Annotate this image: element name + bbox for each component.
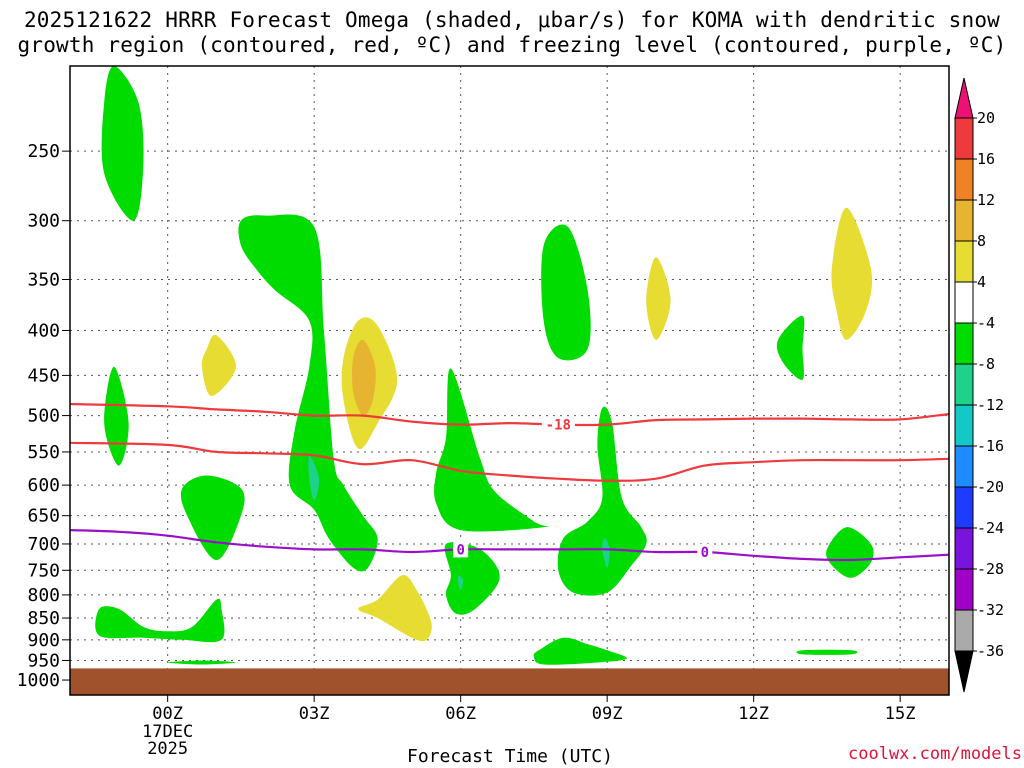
- plot-frame: [69, 65, 950, 696]
- colorbar-label-9: -20: [977, 478, 1004, 496]
- omega-region-21: [646, 257, 671, 340]
- colorbar: 20 16 12 8 4 -4 -8 -12 -16 -20 -24 -28 -32 -36: [954, 77, 1004, 693]
- chart-title-line-1: 2025121622 HRRR Forecast Omega (shaded, …: [23, 8, 1001, 32]
- omega-region-13: [533, 637, 627, 665]
- y-tick-label-600: 600: [27, 475, 60, 496]
- colorbar-band-3: [954, 240, 974, 283]
- freezing-level-label-bg-0: [453, 541, 469, 558]
- colorbar-label-2: 12: [977, 191, 995, 209]
- ground-surface: [70, 668, 949, 695]
- colorbar-label-3: 8: [977, 232, 986, 250]
- freezing-level-label-0: 0: [456, 542, 464, 558]
- y-tick-label-300: 300: [27, 211, 60, 232]
- y-axis: 2503003504004505005506006507007508008509…: [17, 141, 70, 691]
- y-tick-label-650: 650: [27, 506, 60, 527]
- omega-region-7: [434, 368, 549, 532]
- omega-region-8: [444, 542, 500, 615]
- colorbar-band-9: [954, 486, 974, 529]
- y-tick-label-350: 350: [27, 270, 60, 291]
- omega-region-19: [352, 339, 376, 416]
- colorbar-label-11: -28: [977, 560, 1004, 578]
- contour-labels: -18 0 0: [453, 416, 713, 561]
- colorbar-label-0: 20: [977, 109, 995, 127]
- surface-ground: [70, 668, 949, 695]
- y-tick-label-950: 950: [27, 650, 60, 671]
- colorbar-band-6: [954, 363, 974, 406]
- colorbar-label-8: -16: [977, 437, 1004, 455]
- colorbar-label-5: -4: [977, 314, 995, 332]
- x-axis-label: Forecast Time (UTC): [407, 746, 613, 767]
- omega-region-9: [457, 575, 464, 591]
- omega-region-2: [308, 455, 320, 501]
- colorbar-band-7: [954, 404, 974, 447]
- colorbar-band-0: [954, 117, 974, 160]
- omega-region-0: [101, 66, 144, 221]
- colorbar-band-2: [954, 199, 974, 242]
- omega-region-1: [238, 214, 378, 572]
- freezing-level-line: [70, 529, 949, 562]
- dendritic-growth-top-label-0: -18: [546, 418, 571, 434]
- y-tick-label-800: 800: [27, 585, 60, 606]
- y-tick-label-550: 550: [27, 442, 60, 463]
- chart-title-line-2: growth region (contoured, red, ºC) and f…: [17, 33, 1007, 57]
- x-tick-label-15Z: 15Z: [885, 704, 916, 724]
- x-tick-label-00Z: 00Z: [152, 704, 183, 724]
- colorbar-band-12: [954, 609, 974, 652]
- omega-region-6: [167, 660, 236, 665]
- dendritic-growth-top-label-bg-0: [541, 416, 575, 433]
- contours: [70, 402, 949, 562]
- colorbar-bottom-arrow: [954, 650, 974, 693]
- x-tick-label-03Z: 03Z: [299, 704, 330, 724]
- colorbar-top-arrow: [954, 77, 974, 119]
- x-tick-label-09Z: 09Z: [592, 704, 623, 724]
- colorbar-label-12: -32: [977, 601, 1004, 619]
- omega-region-22: [831, 207, 873, 340]
- x-date-label-1: 2025: [147, 739, 188, 759]
- y-tick-label-700: 700: [27, 534, 60, 555]
- y-tick-label-750: 750: [27, 560, 60, 581]
- credit-link[interactable]: coolwx.com/models: [848, 744, 1022, 764]
- colorbar-label-4: 4: [977, 273, 986, 291]
- omega-region-12: [602, 538, 610, 568]
- y-tick-label-500: 500: [27, 406, 60, 427]
- omega-region-16: [796, 649, 858, 655]
- x-tick-label-12Z: 12Z: [738, 704, 769, 724]
- y-tick-label-1000: 1000: [17, 670, 60, 691]
- x-date-label-0: 17DEC: [142, 722, 193, 742]
- colorbar-label-7: -12: [977, 396, 1004, 414]
- freezing-level-label-1: 0: [701, 545, 709, 561]
- dendritic-growth-bottom-line: [70, 441, 949, 482]
- x-tick-label-06Z: 06Z: [445, 704, 476, 724]
- colorbar-band-4: [954, 281, 974, 324]
- colorbar-band-10: [954, 527, 974, 570]
- omega-region-14: [776, 315, 805, 380]
- colorbar-band-8: [954, 445, 974, 488]
- plot-area: [70, 66, 949, 695]
- omega-region-3: [104, 366, 129, 466]
- omega-region-15: [826, 527, 874, 578]
- omega-region-17: [201, 334, 237, 396]
- freezing-level-label-bg-1: [697, 544, 713, 561]
- colorbar-label-10: -24: [977, 519, 1004, 537]
- omega-region-4: [180, 475, 245, 560]
- colorbar-label-1: 16: [977, 150, 995, 168]
- dendritic-growth-top-line: [70, 402, 949, 427]
- colorbar-band-5: [954, 322, 974, 365]
- colorbar-label-6: -8: [977, 355, 995, 373]
- y-tick-label-850: 850: [27, 608, 60, 629]
- omega-region-10: [541, 224, 591, 361]
- y-tick-label-250: 250: [27, 141, 60, 162]
- omega-region-5: [95, 598, 225, 643]
- y-tick-label-400: 400: [27, 320, 60, 341]
- omega-region-20: [358, 575, 432, 642]
- y-tick-label-900: 900: [27, 630, 60, 651]
- colorbar-band-11: [954, 568, 974, 611]
- colorbar-label-13: -36: [977, 642, 1004, 660]
- y-tick-label-450: 450: [27, 365, 60, 386]
- colorbar-band-1: [954, 158, 974, 201]
